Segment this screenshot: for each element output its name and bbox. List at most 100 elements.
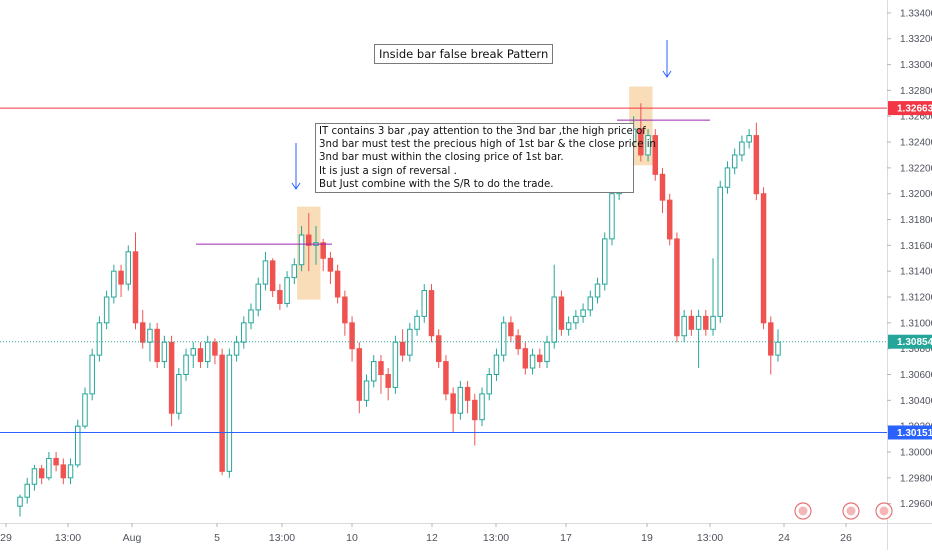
candle-body xyxy=(327,257,334,272)
candle-body xyxy=(277,290,283,304)
candle-body xyxy=(450,393,456,414)
candle-body xyxy=(472,399,478,421)
candle-body xyxy=(248,309,254,324)
y-tick-label: 1.30800 xyxy=(900,344,932,355)
candle-body xyxy=(753,135,760,195)
y-tick-label: 1.30400 xyxy=(900,396,932,407)
price-badge-label: 1.32663 xyxy=(897,104,932,115)
candle-body xyxy=(298,234,305,266)
candle-body xyxy=(659,173,666,201)
candle-body xyxy=(176,373,182,414)
candle-body xyxy=(190,348,196,356)
candle-body xyxy=(602,238,608,285)
candle-body xyxy=(508,322,514,337)
candle-body xyxy=(82,393,88,427)
candle-body xyxy=(522,348,529,369)
candle-body xyxy=(334,270,341,298)
candle-body xyxy=(67,464,74,479)
candle-body xyxy=(197,348,204,363)
x-tick-label: 13:00 xyxy=(483,532,509,544)
candle-body xyxy=(284,277,290,304)
candle-body xyxy=(255,283,261,311)
x-tick-label: 13:00 xyxy=(55,532,81,544)
candle-body xyxy=(291,264,298,279)
price-badge xyxy=(888,101,932,116)
candle-body xyxy=(587,296,594,311)
candle-body xyxy=(500,322,507,356)
candle-body xyxy=(356,348,363,401)
y-tick-label: 1.32400 xyxy=(900,138,932,149)
candle-body xyxy=(161,341,168,363)
candle-body xyxy=(746,135,752,143)
candle-body xyxy=(75,425,81,466)
candle-body xyxy=(486,373,492,395)
annotation-line: 3nd bar must test the precious high of 1… xyxy=(319,139,656,151)
y-tick-label: 1.33200 xyxy=(900,34,932,45)
y-tick-label: 1.32200 xyxy=(900,163,932,174)
price-badge xyxy=(888,425,932,440)
candle-body xyxy=(457,386,464,414)
candle-body xyxy=(558,296,565,330)
price-badge xyxy=(888,334,932,349)
x-tick-label: 10 xyxy=(346,532,358,544)
price-badge-label: 1.30854 xyxy=(897,337,932,348)
y-tick-label: 1.32800 xyxy=(900,86,932,97)
candle-body xyxy=(132,251,139,324)
x-tick-label: 5 xyxy=(214,532,220,544)
candle-body xyxy=(428,290,435,337)
candle-body xyxy=(212,341,218,356)
candle-body xyxy=(219,354,225,472)
candle-body xyxy=(724,167,731,188)
candle-body xyxy=(204,341,211,363)
y-tick-label: 1.29800 xyxy=(900,473,932,484)
candle-body xyxy=(399,341,406,356)
candle-body xyxy=(370,361,377,382)
event-flag-icon-core xyxy=(798,506,808,516)
candle-body xyxy=(760,193,767,324)
candle-body xyxy=(392,341,399,388)
candle-body xyxy=(464,386,471,401)
candle-body xyxy=(139,322,146,343)
candle-body xyxy=(168,341,175,414)
chart-title: Inside bar false break Pattern xyxy=(374,44,554,64)
candle-body xyxy=(695,315,702,330)
candle-body xyxy=(342,296,348,324)
x-tick-label: 19 xyxy=(641,532,653,544)
candle-body xyxy=(378,361,384,375)
y-tick-label: 1.31800 xyxy=(900,215,932,226)
candle-body xyxy=(537,354,543,363)
candle-body xyxy=(147,328,153,343)
candle-body xyxy=(111,270,117,298)
y-tick-label: 1.31400 xyxy=(900,267,932,278)
candle-body xyxy=(594,283,601,298)
candle-body xyxy=(544,341,550,363)
candle-body xyxy=(645,135,651,156)
candle-body xyxy=(421,290,428,317)
x-tick-label: 13:00 xyxy=(697,532,723,544)
candle-body xyxy=(363,380,370,401)
candle-body xyxy=(46,457,52,479)
y-tick-label: 1.32000 xyxy=(900,189,932,200)
candle-body xyxy=(17,496,23,507)
candle-body xyxy=(515,335,521,350)
x-tick-label: 17 xyxy=(560,532,572,544)
event-flag-icon-core xyxy=(879,506,889,516)
annotation-line: It is just a sign of reversal . xyxy=(319,165,457,177)
y-tick-label: 1.30600 xyxy=(900,370,932,381)
candle-body xyxy=(233,341,240,356)
candle-body xyxy=(688,315,695,330)
candle-body xyxy=(103,296,110,324)
candle-body xyxy=(435,335,442,363)
candle-body xyxy=(652,135,659,175)
annotation-line: But Just combine with the S/R to do the … xyxy=(319,178,554,190)
y-tick-label: 1.30000 xyxy=(900,447,932,458)
candle-body xyxy=(125,251,132,285)
y-tick-label: 1.33000 xyxy=(900,60,932,71)
x-tick-label: 24 xyxy=(778,532,790,544)
candle-body xyxy=(241,322,247,343)
candle-body xyxy=(385,373,391,388)
candle-body xyxy=(703,315,709,330)
candle-body xyxy=(681,315,687,337)
x-tick-label: 26 xyxy=(840,532,852,544)
